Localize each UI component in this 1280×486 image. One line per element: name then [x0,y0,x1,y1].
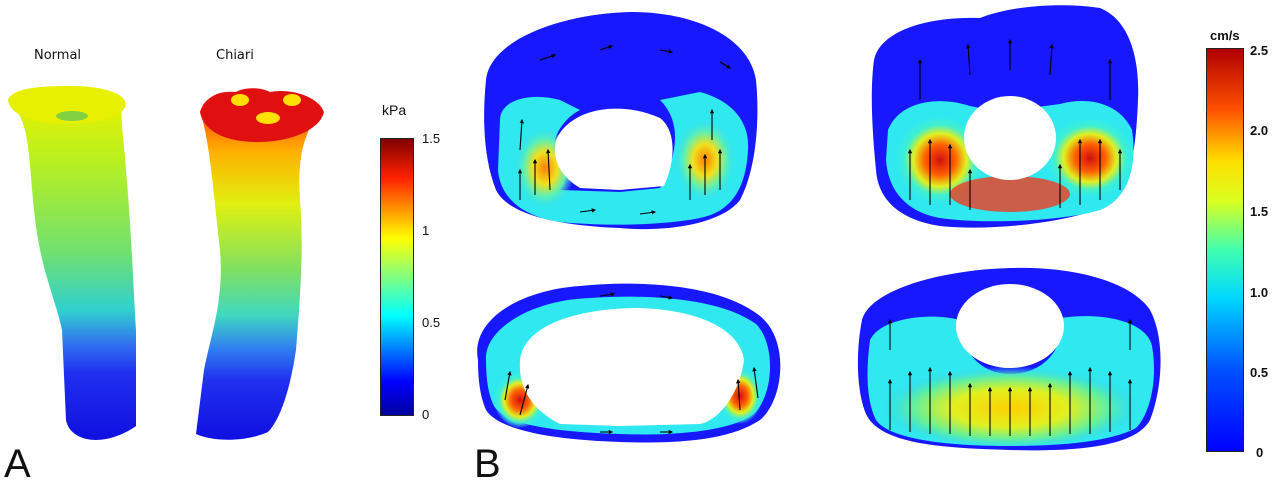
velocity-tick-2-5: 2.5 [1250,43,1269,58]
velocity-colorbar [1206,48,1244,452]
normal-spinal-model [8,86,136,440]
cross-section-chiari-upper [871,5,1139,228]
pressure-tick-high: 1 [422,223,430,238]
velocity-tick-2-0: 2.0 [1250,123,1269,138]
pressure-tick-max: 1.5 [422,131,441,146]
velocity-colorbar-unit: cm/s [1210,28,1240,43]
pressure-tick-mid: 0.5 [422,315,441,330]
velocity-tick-0-5: 0.5 [1250,365,1269,380]
chiari-model-label: Chiari [216,48,254,63]
panel-label-a: A [4,442,31,486]
panel-label-b: B [474,442,501,486]
velocity-tick-1-0: 1.0 [1250,285,1269,300]
normal-model-label: Normal [34,48,82,63]
velocity-tick-1-5: 1.5 [1250,204,1269,219]
velocity-tick-0: 0 [1256,445,1264,460]
pressure-colorbar-unit: kPa [382,102,407,118]
cross-section-normal-lower [477,283,781,443]
cross-section-chiari-lower [857,267,1161,451]
cross-section-normal-upper [484,12,758,230]
pressure-colorbar [380,138,414,416]
velocity-arrows [504,38,1133,436]
chiari-spinal-model [196,88,324,440]
pressure-tick-min: 0 [422,407,430,422]
